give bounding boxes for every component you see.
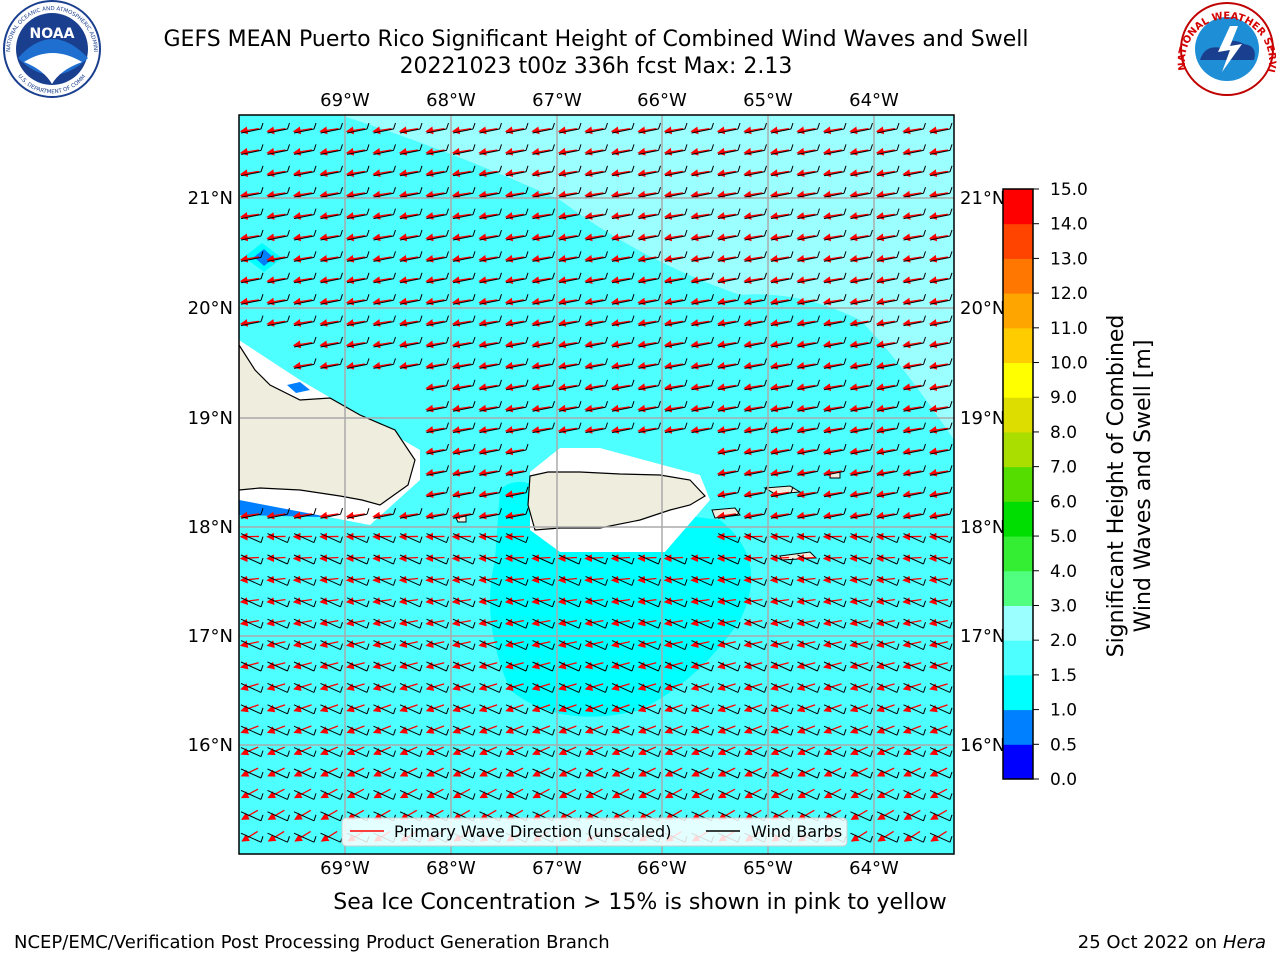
wave-direction-arrows [239,126,949,842]
lon-label-bottom: 66°W [637,858,687,879]
colorbar-tick-label: 7.0 [1050,458,1077,478]
colorbar-tick-label: 4.0 [1050,562,1077,582]
colorbar-swatch [1003,189,1033,225]
colorbar-swatch [1003,640,1033,676]
colorbar-label-line1: Significant Height of Combined [1104,315,1129,658]
ice-note: Sea Ice Concentration > 15% is shown in … [333,890,947,915]
colorbar-tick-label: 15.0 [1050,180,1088,200]
map-frame [238,114,955,855]
hispaniola-land [239,343,416,506]
wind-barbs [240,122,953,843]
lon-label-bottom: 64°W [849,858,899,879]
lat-label-left: 17°N [188,626,233,647]
colorbar-tick-label: 12.0 [1050,284,1088,304]
colorbar-tick-label: 8.0 [1050,423,1077,443]
chart-title: GEFS MEAN Puerto Rico Significant Height… [163,27,1029,52]
machine-name: Hera [1222,932,1266,953]
puerto-rico-land [527,471,706,531]
colorbar-tick-label: 2.0 [1050,631,1077,651]
colorbar-tick-label: 9.0 [1050,388,1077,408]
lat-label-left: 20°N [188,298,233,319]
colorbar-tick-label: 5.0 [1050,527,1077,547]
lat-label-left: 16°N [188,735,233,756]
colorbar-swatch [1003,466,1033,502]
colorbar-tick-label: 0.0 [1050,770,1077,790]
colorbar-swatch [1003,674,1033,711]
colorbar-swatch [1003,293,1033,329]
colorbar-tick-label: 11.0 [1050,319,1088,339]
noaa-logo: NOAA NATIONAL OCEANIC AND ATMOSPHERIC AD… [0,0,101,98]
lat-label-right: 20°N [960,298,1005,319]
lon-label-top: 64°W [849,90,899,111]
colorbar-swatch [1003,709,1033,745]
noaa-logo-text: NOAA [30,26,75,42]
colorbar-label-line2: Wind Waves and Swell [m] [1131,340,1156,633]
date-text: 25 Oct 2022 on [1077,932,1223,953]
lon-label-top: 66°W [637,90,687,111]
credit: NCEP/EMC/Verification Post Processing Pr… [14,932,610,953]
lon-label-top: 67°W [532,90,582,111]
lat-label-right: 17°N [960,626,1005,647]
lon-label-top: 68°W [426,90,476,111]
colorbar-swatch [1003,431,1033,468]
colorbar-tick-label: 1.0 [1050,701,1077,721]
lat-label-right: 19°N [960,408,1005,429]
svg-text:NATIONAL WEATHER SERVICE: NATIONAL WEATHER SERVICE [0,0,1277,73]
legend-barb-label: Wind Barbs [751,822,842,841]
colorbar-swatch [1003,327,1033,364]
colorbar-swatch [1003,570,1033,606]
lon-label-top: 69°W [320,90,370,111]
nws-ring-text: NATIONAL WEATHER SERVICE [0,0,1277,73]
lon-label-top: 65°W [743,90,793,111]
map-area [239,115,954,854]
colorbar-swatch [1003,258,1033,294]
lat-label-left: 18°N [188,517,233,538]
chart-subtitle: 20221023 t00z 336h fcst Max: 2.13 [399,54,793,79]
colorbar-tick-label: 13.0 [1050,249,1088,269]
lon-label-bottom: 68°W [426,858,476,879]
graticule [239,115,954,854]
lon-label-bottom: 67°W [532,858,582,879]
lat-label-left: 19°N [188,408,233,429]
colorbar-swatch [1003,605,1033,641]
production-date: 25 Oct 2022 on Hera [1078,932,1266,953]
lat-label-right: 21°N [960,188,1005,209]
lon-label-bottom: 69°W [320,858,370,879]
lat-label-right: 16°N [960,735,1005,756]
colorbar-swatch [1003,223,1033,259]
lat-label-left: 21°N [188,188,233,209]
colorbar-swatch [1003,397,1033,433]
lat-label-right: 18°N [960,517,1005,538]
colorbar: 0.0 0.5 1.0 1.5 2.0 3.0 4.0 5.0 6.0 7.0 8.0 9.0 10.0… [1002,180,1088,790]
legend: Primary Wave Direction (unscaled) Wind B… [341,817,848,847]
colorbar-tick-label: 14.0 [1050,215,1088,235]
colorbar-tick-label: 0.5 [1050,735,1077,755]
lon-label-bottom: 65°W [743,858,793,879]
colorbar-swatch [1003,536,1033,572]
colorbar-tick-label: 3.0 [1050,596,1077,616]
colorbar-swatch [1003,501,1033,537]
colorbar-swatch [1003,744,1033,780]
nws-logo: NATIONAL WEATHER SERVICE [0,0,1277,96]
legend-wave-label: Primary Wave Direction (unscaled) [394,822,671,841]
colorbar-tick-label: 6.0 [1050,492,1077,512]
colorbar-tick-label: 10.0 [1050,354,1088,374]
colorbar-tick-label: 1.5 [1050,666,1077,686]
colorbar-swatch [1003,362,1033,398]
